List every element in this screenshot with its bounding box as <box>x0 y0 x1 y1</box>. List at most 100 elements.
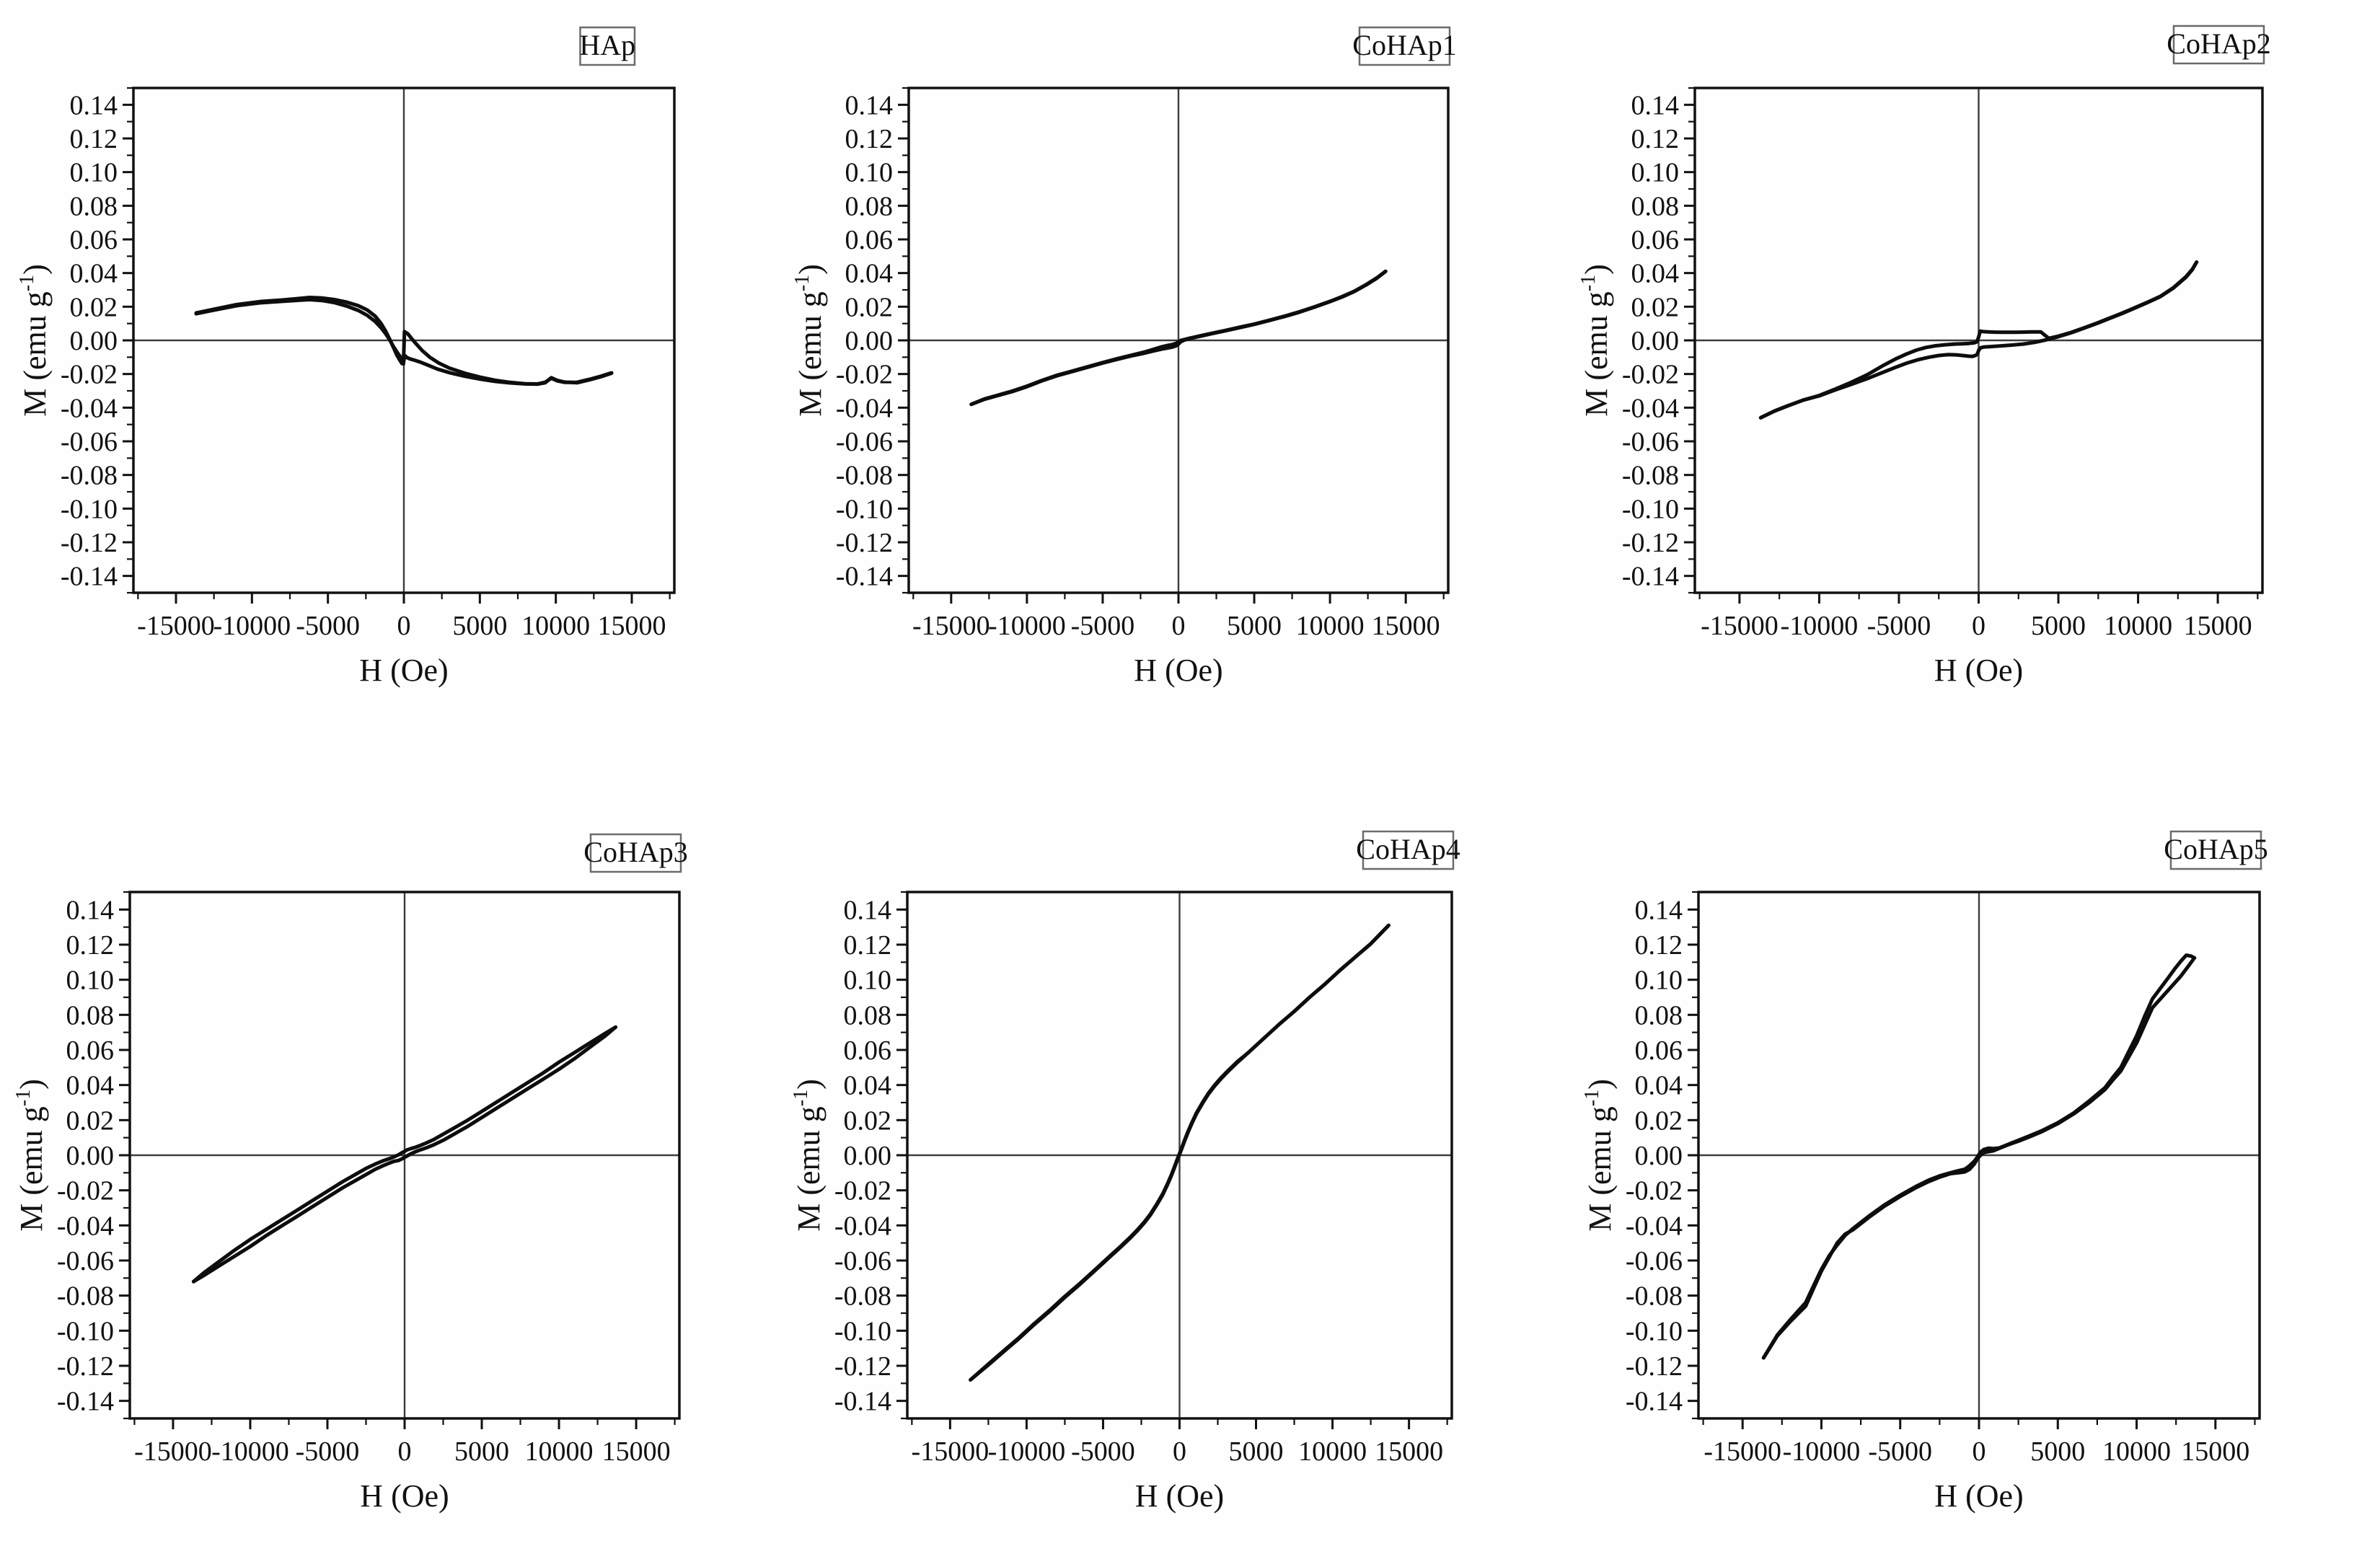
x-tick-label: -5000 <box>296 611 360 641</box>
y-tick-label: -0.10 <box>834 1316 891 1346</box>
y-tick-label: 0.02 <box>844 1105 892 1136</box>
y-axis: 0.140.120.100.080.060.040.020.00-0.02-0.… <box>1626 891 1698 1420</box>
y-tick-label: 0.00 <box>845 326 894 356</box>
y-tick-label: -0.04 <box>61 393 118 423</box>
hysteresis-curve-descending-branch <box>969 923 1390 1382</box>
hysteresis-curve-descending-branch <box>1761 953 2197 1360</box>
x-tick-label: 0 <box>1173 1436 1186 1467</box>
x-tick-label: 10000 <box>2102 1436 2171 1467</box>
x-axis-label: H (Oe) <box>1135 1478 1224 1514</box>
y-axis: 0.140.120.100.080.060.040.020.00-0.02-0.… <box>834 891 907 1420</box>
y-tick-label: 0.04 <box>845 259 894 289</box>
y-axis-label: M (emu g-1) <box>790 1079 827 1232</box>
y-tick-label: 0.08 <box>844 1000 892 1030</box>
x-axis-label: H (Oe) <box>359 653 448 688</box>
panel-title: CoHAp3 <box>583 836 687 868</box>
y-tick-label: 0.04 <box>66 1071 115 1101</box>
x-tick-label: 15000 <box>1375 1436 1443 1467</box>
y-tick-label: 0.08 <box>66 1000 115 1030</box>
y-axis: 0.140.120.100.080.060.040.020.00-0.02-0.… <box>61 87 133 594</box>
y-tick-label: -0.10 <box>1622 494 1679 524</box>
y-tick-label: 0.10 <box>66 966 115 996</box>
x-tick-label: 15000 <box>602 1436 671 1467</box>
y-tick-label: -0.04 <box>1622 393 1679 423</box>
panel-cohap2: 0.140.120.100.080.060.040.020.00-0.02-0.… <box>1577 25 2271 688</box>
x-axis: -15000-10000-5000 0 5000 10000 15000 <box>911 1418 1448 1467</box>
y-tick-label: 0.00 <box>70 326 118 356</box>
x-tick-label: 15000 <box>2181 1436 2249 1467</box>
y-tick-label: 0.06 <box>66 1036 115 1066</box>
y-tick-label: -0.02 <box>1626 1176 1683 1206</box>
y-tick-label: -0.04 <box>1626 1211 1683 1241</box>
x-tick-label: 10000 <box>525 1436 594 1467</box>
y-tick-label: 0.10 <box>1631 158 1680 188</box>
x-tick-label: 0 <box>397 611 411 641</box>
x-tick-label: -10000 <box>988 1436 1066 1467</box>
x-tick-label: 15000 <box>1372 611 1440 641</box>
y-tick-label: -0.10 <box>57 1316 114 1346</box>
panel-hap: 0.140.120.100.080.060.040.020.00-0.02-0.… <box>16 26 676 688</box>
x-tick-label: -15000 <box>1701 611 1779 641</box>
y-tick-label: -0.06 <box>1622 427 1679 457</box>
y-tick-label: -0.08 <box>1622 461 1679 491</box>
x-tick-label: 0 <box>1973 1436 1986 1467</box>
y-tick-label: 0.04 <box>1635 1071 1683 1101</box>
panel-title: CoHAp4 <box>1356 833 1460 865</box>
y-tick-label: 0.02 <box>66 1105 115 1136</box>
y-tick-label: 0.06 <box>844 1036 892 1066</box>
hysteresis-curve-descending-branch <box>1758 260 2199 420</box>
x-tick-label: 10000 <box>1296 611 1365 641</box>
y-tick-label: -0.12 <box>834 1351 891 1382</box>
x-tick-label: 15000 <box>2184 611 2252 641</box>
x-tick-label: -5000 <box>1867 611 1931 641</box>
x-tick-label: -10000 <box>213 611 291 641</box>
x-tick-label: -15000 <box>134 1436 212 1467</box>
y-tick-label: -0.06 <box>836 427 893 457</box>
y-tick-label: 0.10 <box>70 158 118 188</box>
y-tick-label: 0.04 <box>844 1071 892 1101</box>
x-tick-label: -15000 <box>912 1436 990 1467</box>
y-tick-label: 0.14 <box>844 895 892 925</box>
y-tick-label: -0.10 <box>1626 1316 1683 1346</box>
panel-title-box <box>589 833 682 873</box>
x-tick-label: -10000 <box>211 1436 289 1467</box>
panel-title: CoHAp5 <box>2164 833 2267 865</box>
panel-cohap4: 0.14 0.12 0.10 0.08 0.06 0.04 0.02 0.00 -0.02 -0.… <box>790 830 1460 1514</box>
x-tick-label: -15000 <box>912 611 990 641</box>
y-tick-label: 0.12 <box>845 124 894 154</box>
y-tick-label: -0.12 <box>836 528 893 558</box>
y-tick-label: 0.12 <box>70 124 118 154</box>
hysteresis-curve-ascending-branch <box>191 1025 618 1284</box>
y-tick-label: 0.08 <box>845 191 894 221</box>
panel-cohap1: 0.140.120.100.080.060.040.020.00-0.02-0.… <box>791 26 1457 688</box>
y-axis-label: M (emu g-1) <box>1581 1079 1618 1232</box>
panel-cohap5: 0.14 0.12 0.10 0.08 0.06 0.04 0.02 0.00 -0.02 -0.… <box>1581 830 2268 1514</box>
x-tick-label: -5000 <box>1071 1436 1135 1467</box>
y-axis-label: M (emu g-1) <box>12 1079 49 1232</box>
y-tick-label: -0.14 <box>836 562 893 592</box>
panel-title-box <box>1362 830 1455 870</box>
x-tick-label: -15000 <box>1704 1436 1781 1467</box>
x-tick-label: -5000 <box>1868 1436 1932 1467</box>
y-tick-label: -0.02 <box>57 1176 114 1206</box>
y-tick-label: 0.12 <box>1635 930 1683 961</box>
x-tick-label: -10000 <box>988 611 1066 641</box>
x-axis-label: H (Oe) <box>1934 1478 2023 1514</box>
y-tick-label: -0.14 <box>61 562 118 592</box>
x-axis-label: H (Oe) <box>1934 653 2023 688</box>
x-tick-label: 5000 <box>1229 1436 1284 1467</box>
y-tick-label: -0.14 <box>57 1387 114 1417</box>
y-tick-label: 0.14 <box>70 90 118 120</box>
y-tick-label: -0.14 <box>1622 562 1679 592</box>
x-tick-label: 0 <box>1172 611 1186 641</box>
x-tick-label: 10000 <box>1298 1436 1367 1467</box>
x-tick-label: 5000 <box>454 1436 509 1467</box>
y-tick-label: -0.02 <box>61 360 118 390</box>
y-tick-label: -0.06 <box>57 1246 114 1276</box>
y-tick-label: 0.12 <box>66 930 115 961</box>
y-tick-label: -0.12 <box>1626 1351 1683 1382</box>
y-tick-label: -0.08 <box>834 1281 891 1312</box>
